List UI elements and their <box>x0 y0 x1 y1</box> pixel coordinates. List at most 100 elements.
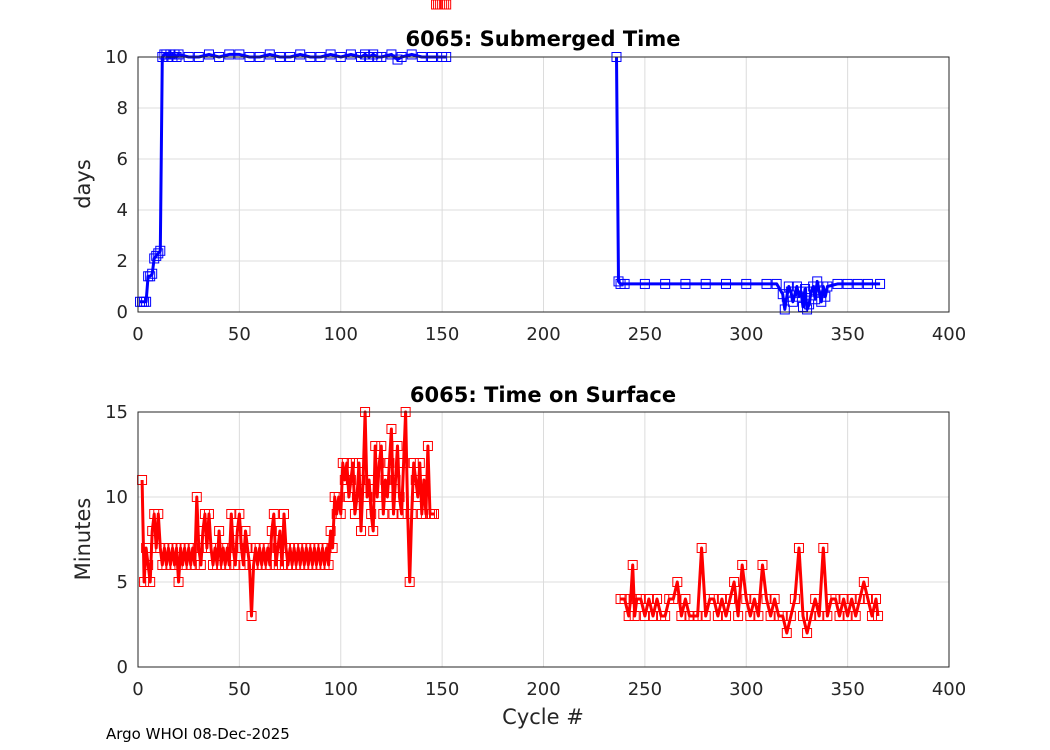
data-point-marker <box>153 248 164 259</box>
data-point-marker <box>374 458 385 468</box>
data-point-marker <box>842 278 853 289</box>
data-point-marker <box>339 475 350 485</box>
x-tick-label: 50 <box>228 679 251 700</box>
data-point-marker <box>785 286 796 297</box>
data-point-marker <box>729 577 740 587</box>
data-point-marker <box>623 611 634 621</box>
data-point-marker <box>358 475 369 485</box>
data-point-marker <box>228 543 239 553</box>
data-point-marker <box>203 509 214 519</box>
data-point-marker <box>647 611 658 621</box>
data-point-marker <box>264 560 275 570</box>
data-point-marker <box>779 304 790 315</box>
data-point-marker <box>370 441 381 451</box>
data-point-marker <box>210 543 221 553</box>
data-point-marker <box>234 509 245 519</box>
data-point-marker <box>234 49 245 60</box>
data-point-marker <box>418 475 429 485</box>
y-axis-label: days <box>71 159 95 209</box>
x-tick-label: 250 <box>628 679 662 700</box>
x-tick-label: 300 <box>729 324 763 345</box>
data-point-marker <box>873 611 884 621</box>
data-point-marker <box>230 560 241 570</box>
data-point-marker <box>356 526 367 536</box>
data-point-marker <box>725 594 736 604</box>
data-point-marker <box>345 475 356 485</box>
x-tick-label: 300 <box>729 679 763 700</box>
data-point-marker <box>378 509 389 519</box>
y-tick-label: 10 <box>105 47 128 68</box>
data-point-marker <box>295 49 306 60</box>
data-point-marker <box>771 278 782 289</box>
data-point-marker <box>854 594 865 604</box>
y-tick-label: 8 <box>117 98 128 119</box>
data-point-marker <box>155 245 166 256</box>
series-layer <box>137 0 884 638</box>
x-tick-label: 200 <box>526 324 560 345</box>
data-point-marker <box>406 509 417 519</box>
y-tick-label: 4 <box>117 200 128 221</box>
data-point-marker <box>741 594 752 604</box>
x-tick-label: 350 <box>830 324 864 345</box>
data-point-marker <box>173 49 184 60</box>
data-point-marker <box>191 492 202 502</box>
data-point-marker <box>720 278 731 289</box>
data-point-marker <box>793 543 804 553</box>
data-point-marker <box>838 594 849 604</box>
data-point-marker <box>197 526 208 536</box>
data-point-marker <box>761 594 772 604</box>
x-tick-label: 350 <box>830 679 864 700</box>
footer-credit: Argo WHOI 08-Dec-2025 <box>106 725 290 743</box>
data-point-marker <box>834 611 845 621</box>
plot-frame <box>137 411 950 668</box>
data-point-marker <box>737 560 748 570</box>
data-point-marker <box>262 543 273 553</box>
data-point-marker <box>858 577 869 587</box>
data-point-marker <box>139 577 150 587</box>
data-point-marker <box>822 281 833 292</box>
data-point-marker <box>236 543 247 553</box>
data-point-marker <box>635 594 646 604</box>
data-point-marker <box>187 543 198 553</box>
data-point-marker <box>814 611 825 621</box>
data-point-marker <box>323 560 334 570</box>
data-point-marker <box>274 526 285 536</box>
data-point-marker <box>818 543 829 553</box>
data-point-marker <box>668 594 679 604</box>
data-point-marker <box>341 458 352 468</box>
data-point-marker <box>652 594 663 604</box>
data-point-marker <box>195 560 206 570</box>
data-point-marker <box>846 594 857 604</box>
x-tick-label: 150 <box>425 324 459 345</box>
data-point-marker <box>822 611 833 621</box>
data-point-marker <box>643 594 654 604</box>
data-point-marker <box>619 278 630 289</box>
y-tick-label: 15 <box>105 402 128 423</box>
y-tick-labels: 0 2 4 6 8 10 <box>105 47 128 323</box>
data-point-marker <box>376 441 387 451</box>
data-point-marker <box>345 49 356 60</box>
data-point-marker <box>627 560 638 570</box>
data-point-marker <box>696 543 707 553</box>
data-point-marker <box>343 492 354 502</box>
data-point-marker <box>410 475 421 485</box>
data-point-marker <box>629 611 640 621</box>
data-point-marker <box>145 271 156 282</box>
data-point-marker <box>246 611 257 621</box>
data-point-marker <box>382 492 393 502</box>
data-point-marker <box>141 296 152 307</box>
data-point-marker <box>619 594 630 604</box>
data-point-marker <box>866 611 877 621</box>
data-point-marker <box>850 611 861 621</box>
data-point-marker <box>680 278 691 289</box>
x-tick-label: 200 <box>526 679 560 700</box>
data-point-marker <box>147 526 158 536</box>
data-point-marker <box>712 611 723 621</box>
data-point-marker <box>700 278 711 289</box>
data-point-marker <box>810 594 821 604</box>
data-point-marker <box>785 611 796 621</box>
data-point-marker <box>613 276 624 287</box>
x-tick-label: 400 <box>932 324 966 345</box>
data-point-marker <box>232 526 243 536</box>
data-point-marker <box>412 492 423 502</box>
